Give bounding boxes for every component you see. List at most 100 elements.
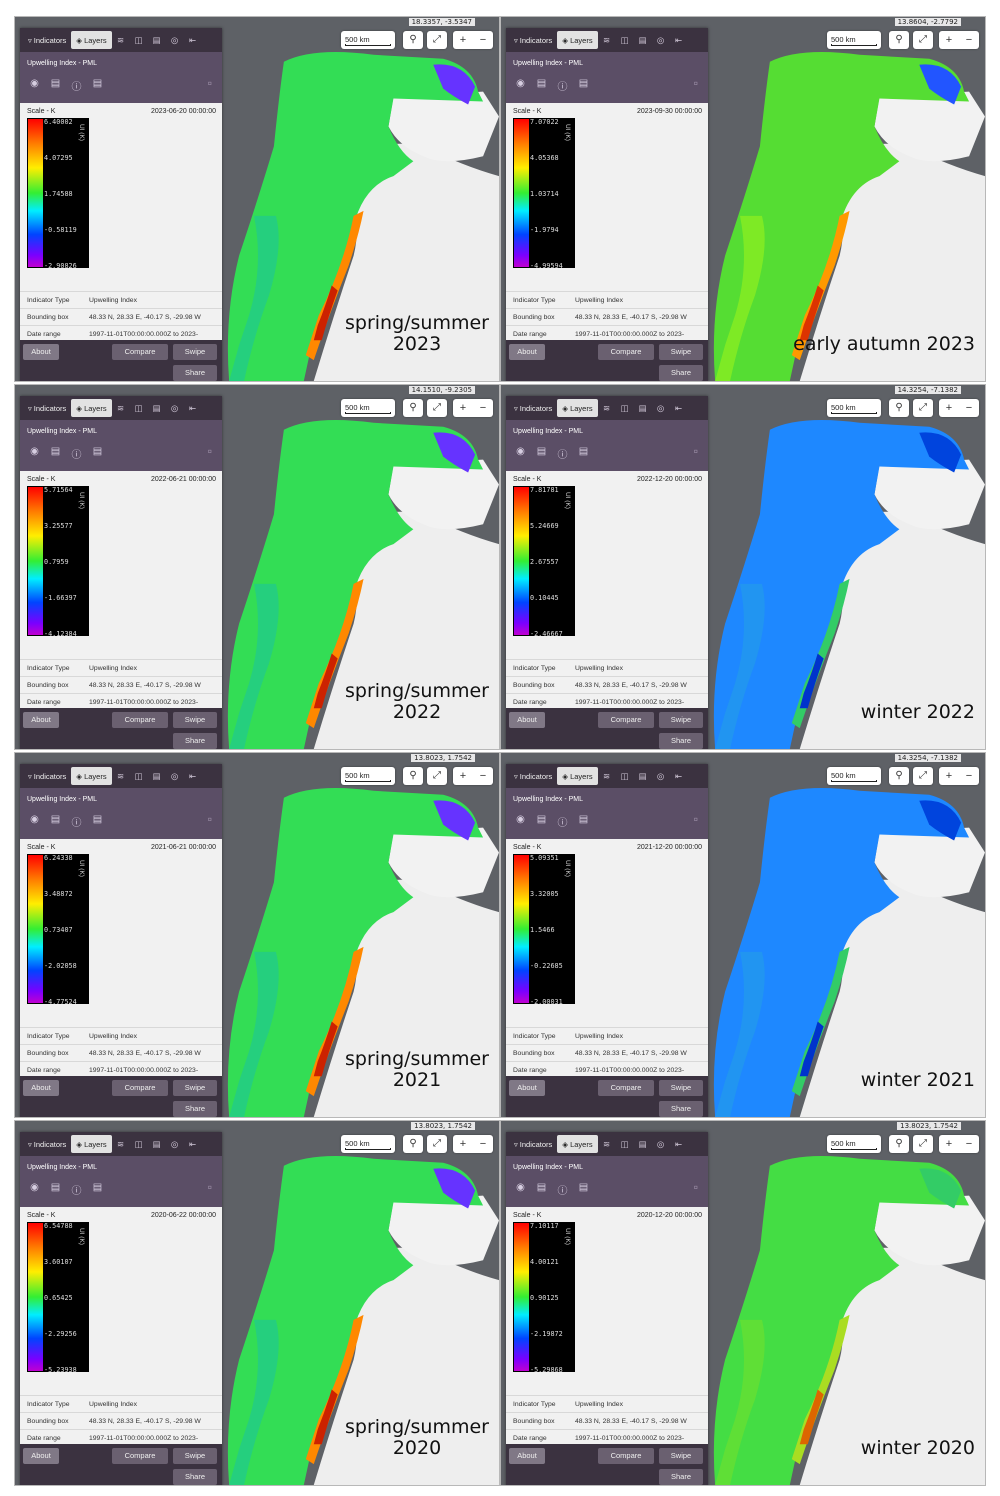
fullscreen-button[interactable]: ⤢	[427, 767, 447, 785]
eye-icon[interactable]: ◉	[30, 446, 39, 457]
info-icon[interactable]: ⓘ	[557, 82, 568, 93]
collapse-icon[interactable]: ⇤	[189, 34, 197, 45]
settings-icon[interactable]: ▤	[50, 1182, 61, 1193]
zoom-in-button[interactable]: +	[945, 1138, 953, 1150]
settings-icon[interactable]: ▤	[536, 1182, 547, 1193]
account-icon[interactable]: ◎	[656, 1138, 665, 1149]
zoom-in-button[interactable]: +	[459, 402, 467, 414]
tab-layers[interactable]: ◈ Layers	[557, 31, 598, 49]
fullscreen-button[interactable]: ⤢	[913, 767, 933, 785]
chart-icon[interactable]: ▤	[578, 446, 589, 457]
trash-icon[interactable]: ▫	[207, 76, 212, 90]
info-icon[interactable]: ⓘ	[557, 450, 568, 461]
account-icon[interactable]: ◎	[170, 402, 179, 413]
search-button[interactable]: ⚲	[403, 1135, 423, 1153]
compare-button[interactable]: Compare	[598, 344, 654, 360]
map-icon[interactable]: ◫	[134, 34, 143, 45]
about-button[interactable]: About	[509, 1080, 545, 1096]
about-button[interactable]: About	[509, 712, 545, 728]
eye-icon[interactable]: ◉	[30, 78, 39, 89]
zoom-in-button[interactable]: +	[459, 34, 467, 46]
about-button[interactable]: About	[509, 344, 545, 360]
chart-icon[interactable]: ▤	[92, 1182, 103, 1193]
compare-button[interactable]: Compare	[598, 1448, 654, 1464]
account-icon[interactable]: ◎	[170, 770, 179, 781]
map-icon[interactable]: ◫	[134, 402, 143, 413]
fullscreen-button[interactable]: ⤢	[427, 31, 447, 49]
share-button[interactable]: Share	[173, 1469, 217, 1485]
search-button[interactable]: ⚲	[403, 767, 423, 785]
settings-icon[interactable]: ▤	[536, 446, 547, 457]
eye-icon[interactable]: ◉	[516, 814, 525, 825]
tab-indicators[interactable]: ▿ Indicators	[23, 1135, 71, 1153]
tab-layers[interactable]: ◈ Layers	[71, 399, 112, 417]
share-button[interactable]: Share	[173, 365, 217, 381]
account-icon[interactable]: ◎	[656, 770, 665, 781]
map-icon[interactable]: ◫	[620, 770, 629, 781]
collapse-icon[interactable]: ⇤	[189, 1138, 197, 1149]
trash-icon[interactable]: ▫	[693, 76, 698, 90]
about-button[interactable]: About	[23, 712, 59, 728]
compare-button[interactable]: Compare	[598, 712, 654, 728]
search-button[interactable]: ⚲	[403, 399, 423, 417]
compare-button[interactable]: Compare	[112, 1448, 168, 1464]
swipe-button[interactable]: Swipe	[659, 1448, 703, 1464]
briefcase-icon[interactable]: ▤	[638, 402, 647, 413]
compare-button[interactable]: Compare	[112, 712, 168, 728]
tab-layers[interactable]: ◈ Layers	[71, 1135, 112, 1153]
swipe-button[interactable]: Swipe	[173, 1080, 217, 1096]
collapse-icon[interactable]: ⇤	[675, 34, 683, 45]
settings-icon[interactable]: ▤	[50, 814, 61, 825]
fullscreen-button[interactable]: ⤢	[913, 399, 933, 417]
account-icon[interactable]: ◎	[170, 1138, 179, 1149]
map-icon[interactable]: ◫	[620, 34, 629, 45]
trash-icon[interactable]: ▫	[693, 812, 698, 826]
info-icon[interactable]: ⓘ	[71, 818, 82, 829]
tool-icon[interactable]: ≋	[603, 402, 611, 413]
settings-icon[interactable]: ▤	[50, 446, 61, 457]
trash-icon[interactable]: ▫	[693, 1180, 698, 1194]
info-icon[interactable]: ⓘ	[557, 818, 568, 829]
fullscreen-button[interactable]: ⤢	[913, 31, 933, 49]
account-icon[interactable]: ◎	[170, 34, 179, 45]
chart-icon[interactable]: ▤	[92, 78, 103, 89]
share-button[interactable]: Share	[173, 1101, 217, 1117]
about-button[interactable]: About	[23, 344, 59, 360]
chart-icon[interactable]: ▤	[92, 446, 103, 457]
tab-indicators[interactable]: ▿ Indicators	[23, 31, 71, 49]
briefcase-icon[interactable]: ▤	[152, 34, 161, 45]
search-button[interactable]: ⚲	[889, 31, 909, 49]
zoom-out-button[interactable]: −	[965, 770, 973, 782]
zoom-out-button[interactable]: −	[479, 402, 487, 414]
search-button[interactable]: ⚲	[889, 399, 909, 417]
search-button[interactable]: ⚲	[403, 31, 423, 49]
trash-icon[interactable]: ▫	[207, 812, 212, 826]
share-button[interactable]: Share	[659, 365, 703, 381]
tab-indicators[interactable]: ▿ Indicators	[23, 767, 71, 785]
tool-icon[interactable]: ≋	[603, 1138, 611, 1149]
settings-icon[interactable]: ▤	[50, 78, 61, 89]
share-button[interactable]: Share	[173, 733, 217, 749]
tab-indicators[interactable]: ▿ Indicators	[23, 399, 71, 417]
tab-layers[interactable]: ◈ Layers	[71, 767, 112, 785]
zoom-in-button[interactable]: +	[459, 1138, 467, 1150]
eye-icon[interactable]: ◉	[30, 814, 39, 825]
briefcase-icon[interactable]: ▤	[638, 1138, 647, 1149]
swipe-button[interactable]: Swipe	[659, 712, 703, 728]
swipe-button[interactable]: Swipe	[173, 712, 217, 728]
account-icon[interactable]: ◎	[656, 402, 665, 413]
eye-icon[interactable]: ◉	[516, 446, 525, 457]
zoom-out-button[interactable]: −	[965, 1138, 973, 1150]
info-icon[interactable]: ⓘ	[71, 1186, 82, 1197]
map-canvas[interactable]	[15, 1121, 499, 1485]
chart-icon[interactable]: ▤	[578, 814, 589, 825]
tool-icon[interactable]: ≋	[117, 34, 125, 45]
zoom-in-button[interactable]: +	[945, 770, 953, 782]
tool-icon[interactable]: ≋	[603, 770, 611, 781]
eye-icon[interactable]: ◉	[30, 1182, 39, 1193]
settings-icon[interactable]: ▤	[536, 814, 547, 825]
zoom-out-button[interactable]: −	[479, 770, 487, 782]
tool-icon[interactable]: ≋	[603, 34, 611, 45]
eye-icon[interactable]: ◉	[516, 78, 525, 89]
swipe-button[interactable]: Swipe	[173, 344, 217, 360]
